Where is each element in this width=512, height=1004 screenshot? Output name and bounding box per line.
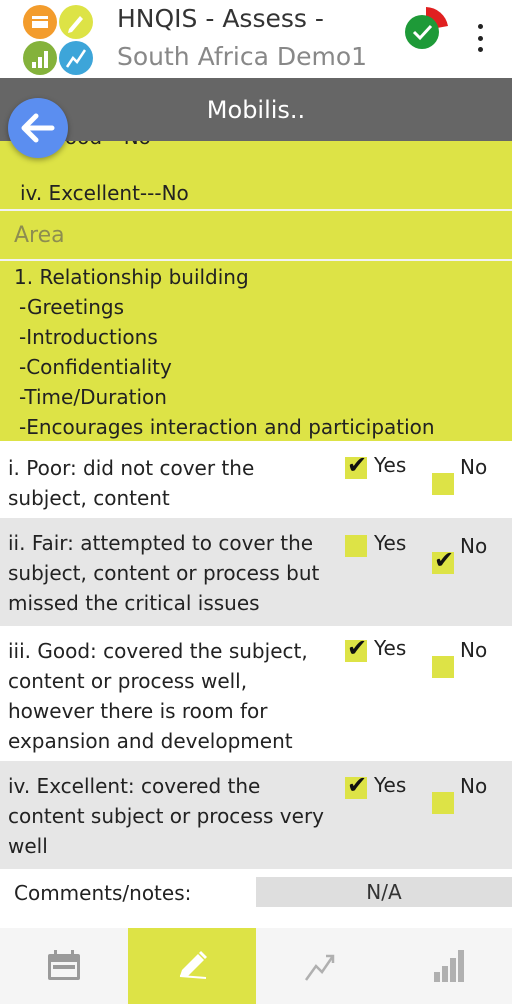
topic-item: -Greetings [19, 295, 125, 319]
pencil-icon [179, 951, 207, 979]
question-text: iii. Good: covered the subject, content … [8, 639, 308, 753]
app-logo-icon [23, 5, 93, 75]
no-checkbox[interactable] [432, 473, 454, 495]
question-row: iii. Good: covered the subject, content … [0, 626, 512, 761]
topic-item: -Encourages interaction and participatio… [19, 415, 435, 439]
no-label: No [460, 774, 488, 798]
comments-label: Comments/notes: [14, 881, 192, 905]
question-text: ii. Fair: attempted to cover the subject… [8, 531, 320, 615]
no-checkbox[interactable]: ✔ [432, 546, 454, 574]
yes-label: Yes [374, 636, 407, 660]
yes-label: Yes [374, 531, 407, 555]
no-label: No [460, 534, 488, 558]
app-title: HNQIS - Assess - [117, 4, 324, 33]
topic-block: 1. Relationship building -Greetings -Int… [0, 261, 512, 441]
yes-checkbox[interactable]: ✔ [345, 451, 367, 479]
no-checkbox[interactable] [432, 792, 454, 814]
overflow-menu-icon[interactable] [470, 20, 490, 56]
tab-calendar[interactable] [0, 928, 128, 1004]
section-header: Mobilis.. [0, 78, 512, 141]
question-text: i. Poor: did not cover the subject, cont… [8, 456, 255, 510]
topic-title: 1. Relationship building [14, 265, 249, 289]
question-row: ii. Fair: attempted to cover the subject… [0, 518, 512, 626]
back-button[interactable] [8, 98, 68, 158]
no-label: No [460, 638, 488, 662]
app-bar: HNQIS - Assess - South Africa Demo1 [0, 0, 512, 78]
question-row: iv. Excellent: covered the content subje… [0, 761, 512, 869]
summary-line: iv. Excellent---No [20, 181, 189, 205]
previous-summary: iii. Good---No iv. Excellent---No [0, 141, 512, 209]
comments-field[interactable]: N/A [256, 877, 512, 907]
yes-checkbox[interactable]: ✔ [345, 771, 367, 799]
bar-chart-icon [434, 950, 464, 982]
trend-icon [304, 954, 335, 981]
app-subtitle: South Africa Demo1 [117, 42, 368, 71]
section-title: Mobilis.. [206, 96, 306, 124]
area-header [0, 211, 512, 259]
yes-label: Yes [374, 453, 407, 477]
checkmark-icon: ✔ [347, 771, 368, 799]
divider [0, 209, 512, 211]
checkmark-icon: ✔ [347, 451, 368, 479]
calendar-icon [48, 950, 80, 980]
arrow-left-icon [21, 113, 55, 143]
topic-item: -Time/Duration [19, 385, 167, 409]
topic-item: -Introductions [19, 325, 158, 349]
yes-checkbox[interactable]: ✔ [345, 634, 367, 662]
yes-label: Yes [374, 773, 407, 797]
divider [0, 259, 512, 261]
no-label: No [460, 455, 488, 479]
no-checkbox[interactable] [432, 656, 454, 678]
area-label: Area [14, 223, 65, 248]
bottom-nav [0, 928, 512, 1004]
topic-item: -Confidentiality [19, 355, 172, 379]
summary-line: iii. Good---No [20, 141, 151, 149]
tab-stats[interactable] [384, 928, 512, 1004]
tab-edit[interactable] [128, 928, 256, 1004]
question-row: i. Poor: did not cover the subject, cont… [0, 443, 512, 518]
comments-row: Comments/notes: N/A [0, 869, 512, 928]
yes-checkbox[interactable] [345, 535, 367, 557]
question-list[interactable]: iii. Good---No iv. Excellent---No Area 1… [0, 141, 512, 928]
checkmark-icon: ✔ [347, 634, 368, 662]
sync-status-icon[interactable] [402, 6, 450, 54]
question-text: iv. Excellent: covered the content subje… [8, 774, 325, 858]
tab-trend[interactable] [256, 928, 384, 1004]
checkmark-icon: ✔ [434, 546, 455, 574]
